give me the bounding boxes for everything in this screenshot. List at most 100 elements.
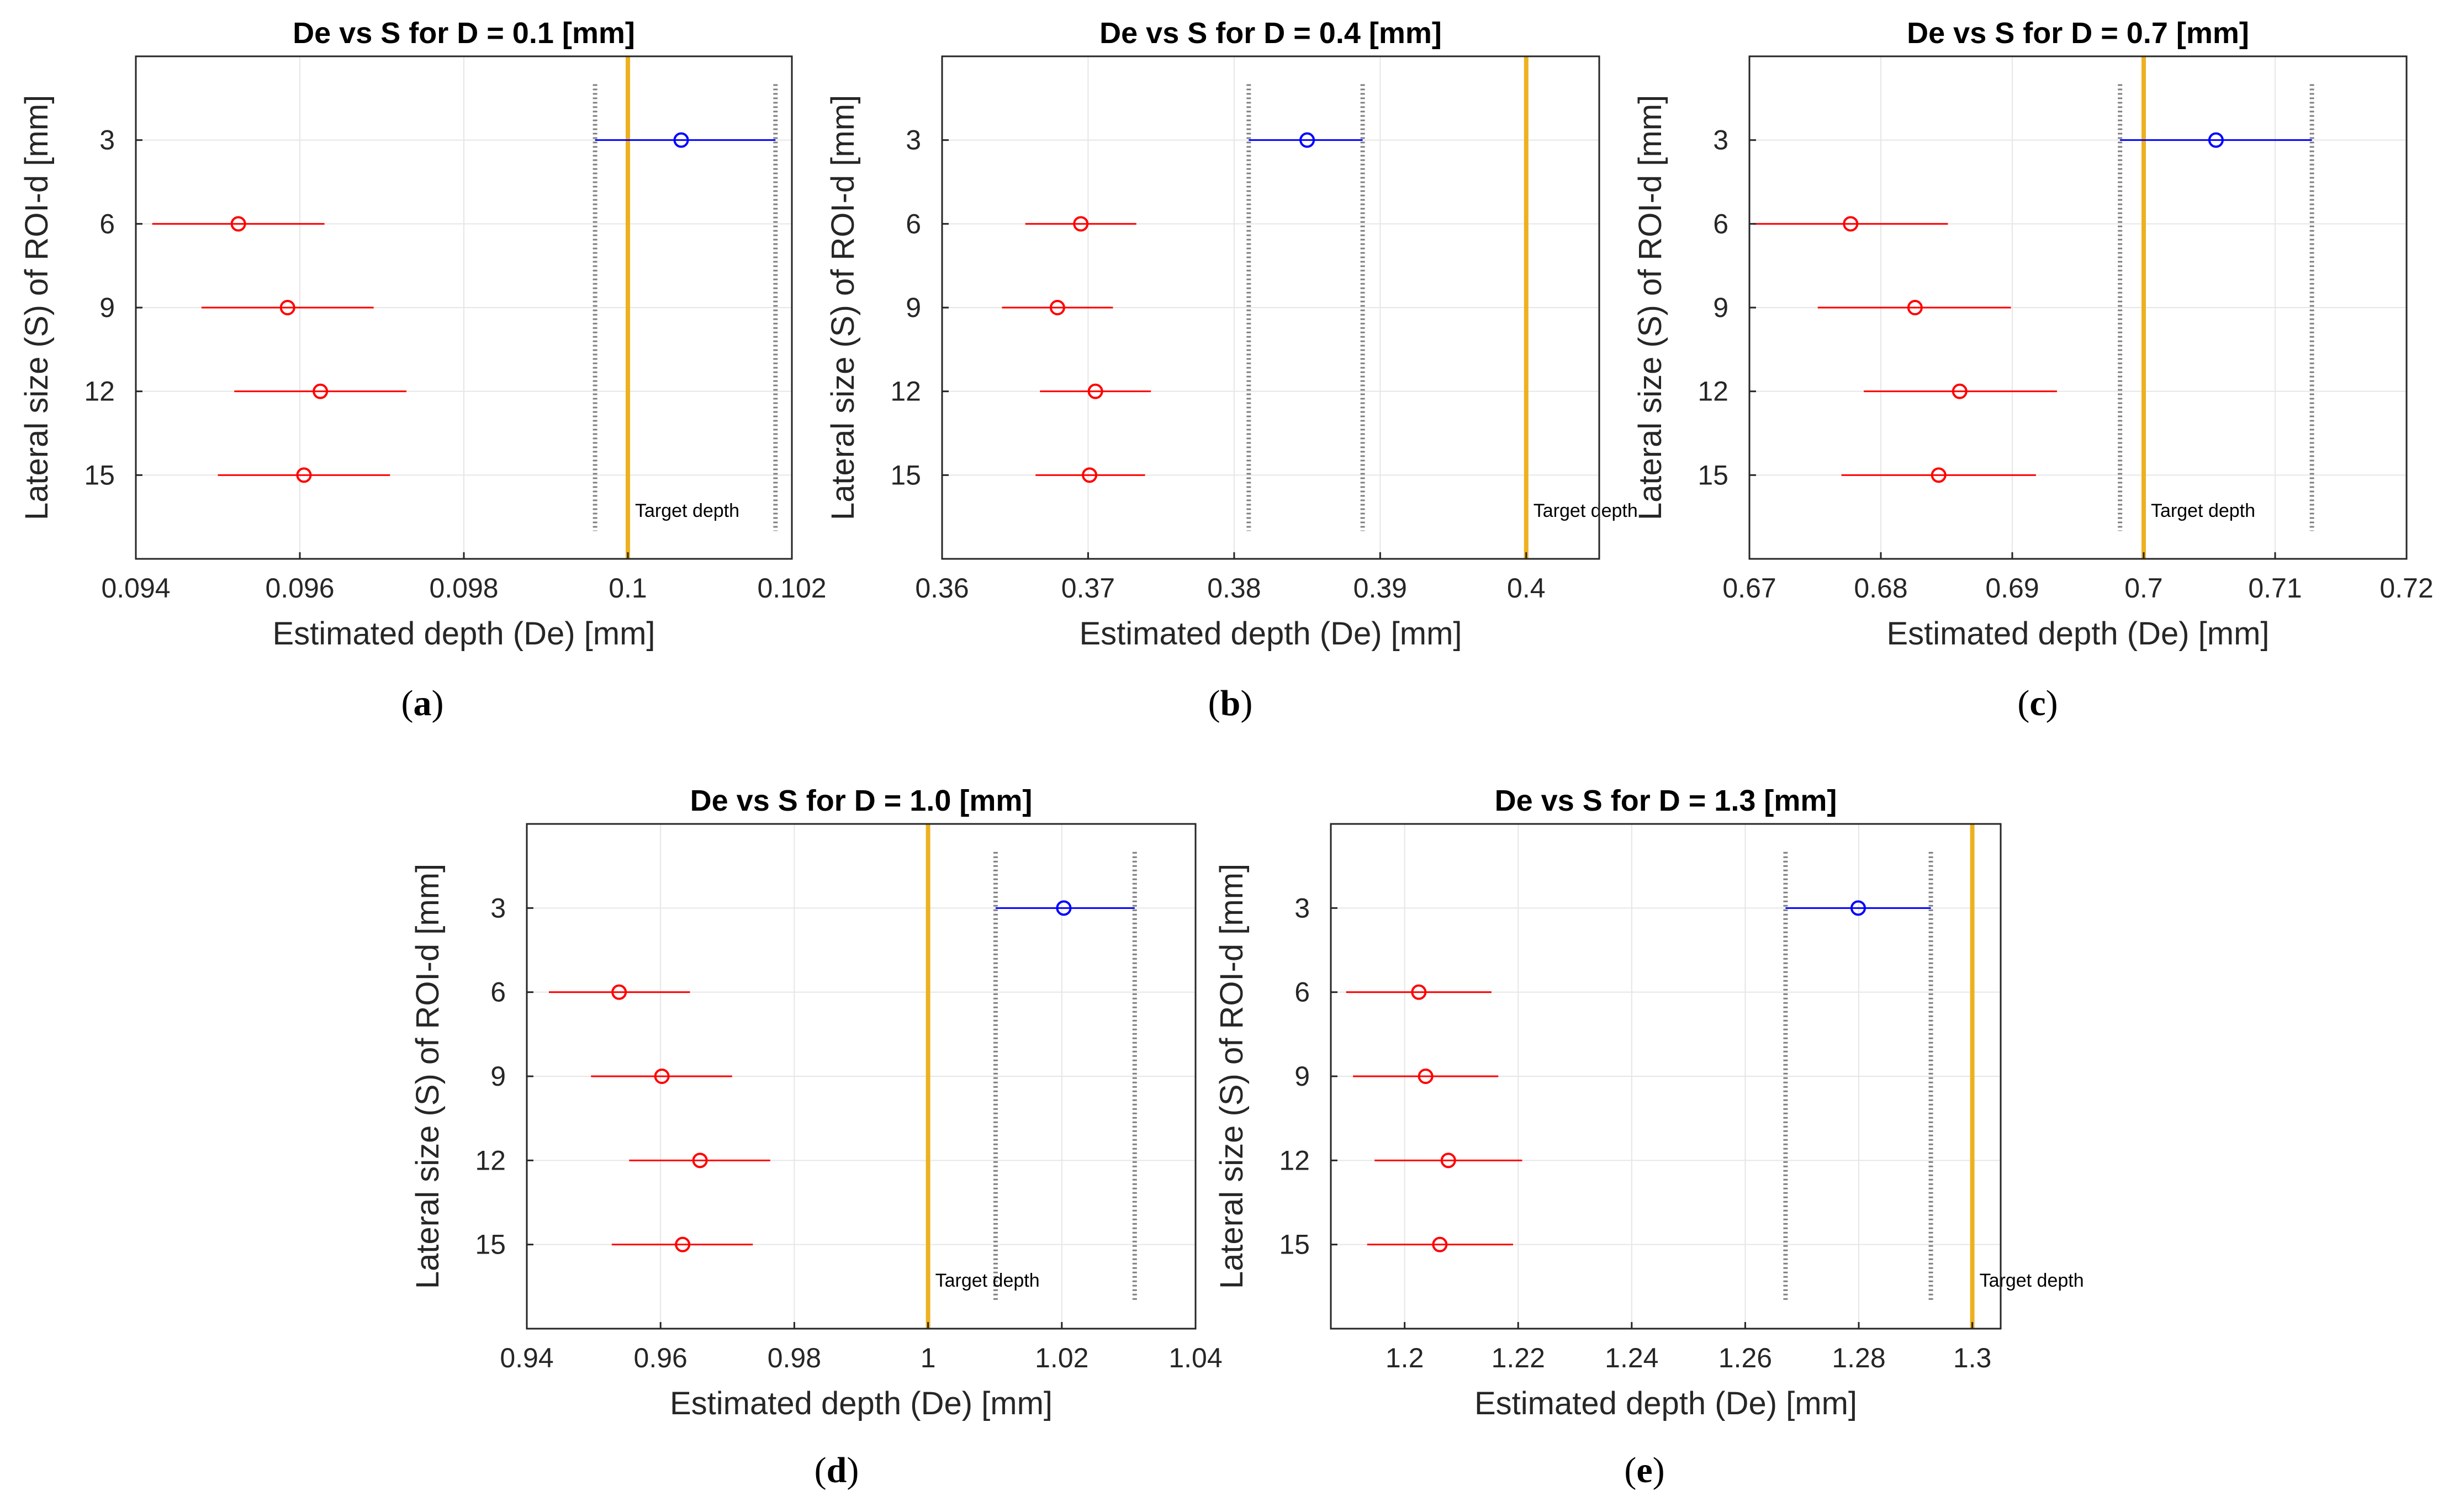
y-tick-label: 9	[1294, 1061, 1310, 1092]
x-tick-label: 1.22	[1492, 1342, 1545, 1373]
x-tick-label: 1.04	[1168, 1342, 1222, 1373]
chart-panel-c: Target depth 0.67 0.68 0.69 0.7 0.71 0.72 3 6 9 12…	[1632, 17, 2434, 723]
chart-title: De vs S for D = 1.0 [mm]	[690, 784, 1033, 817]
x-tick-label: 1.26	[1718, 1342, 1772, 1373]
x-tick-label: 0.7	[2124, 573, 2163, 604]
data-point-s3	[595, 132, 776, 148]
data-point-s9	[1817, 300, 2011, 315]
y-axis-label: Lateral size (S) of ROI-d [mm]	[19, 95, 55, 520]
y-axis-label: Lateral size (S) of ROI-d [mm]	[410, 864, 446, 1289]
chart-panel-a: Target depth 0.094 0.096 0.098 0.1 0.102 3 6 9 12…	[19, 17, 827, 723]
data-marker	[1082, 467, 1098, 483]
x-axis-label: Estimated depth (De) [mm]	[1887, 616, 2270, 652]
data-marker	[1931, 467, 1947, 483]
data-point-s9	[1353, 1069, 1499, 1084]
target-depth-label: Target depth	[1534, 500, 1638, 521]
y-tick-label: 6	[99, 208, 115, 239]
data-marker	[1440, 1152, 1456, 1169]
data-point-s6	[1025, 216, 1136, 232]
data-point-s15	[1035, 467, 1145, 483]
target-depth-label: Target depth	[935, 1270, 1040, 1291]
x-tick-label: 0.94	[500, 1342, 553, 1373]
data-point-s9	[591, 1069, 732, 1084]
panel-caption: (d)	[815, 1450, 859, 1490]
data-point-s12	[1864, 383, 2057, 399]
y-tick-label: 6	[1713, 208, 1728, 239]
data-point-s9	[1002, 300, 1113, 315]
y-tick-label: 9	[1713, 292, 1728, 323]
y-axis-label: Lateral size (S) of ROI-d [mm]	[825, 95, 861, 520]
chart-panel-b: Target depth 0.36 0.37 0.38 0.39 0.4 3 6 9 12 15 De…	[825, 17, 1638, 723]
x-tick-label: 0.71	[2248, 573, 2302, 604]
data-marker	[1418, 1069, 1434, 1084]
x-tick-label: 0.094	[101, 573, 170, 604]
x-tick-label: 0.102	[757, 573, 826, 604]
data-point-s12	[1040, 383, 1151, 399]
y-axis-label: Lateral size (S) of ROI-d [mm]	[1632, 95, 1668, 520]
data-point-s15	[1841, 467, 2036, 483]
y-tick-label: 15	[84, 459, 115, 490]
y-tick-label: 3	[99, 125, 115, 156]
y-tick-label: 15	[890, 459, 921, 490]
y-tick-label: 6	[1294, 977, 1310, 1008]
data-point-s9	[201, 300, 374, 315]
x-tick-label: 1.3	[1953, 1342, 1992, 1373]
y-tick-label: 3	[1294, 892, 1310, 923]
data-marker	[1411, 984, 1427, 1000]
target-depth-label: Target depth	[2151, 500, 2255, 521]
chart-title: De vs S for D = 0.7 [mm]	[1907, 17, 2249, 50]
data-marker	[1850, 900, 1866, 916]
y-tick-label: 12	[890, 376, 921, 407]
data-marker	[2208, 132, 2224, 148]
data-point-s3	[995, 900, 1135, 916]
data-point-s3	[2120, 132, 2312, 148]
y-tick-label: 15	[1279, 1229, 1310, 1260]
data-point-s6	[1753, 216, 1948, 232]
y-tick-label: 3	[906, 125, 921, 156]
data-point-s6	[548, 984, 690, 1000]
x-tick-label: 1.02	[1035, 1342, 1088, 1373]
data-marker	[692, 1152, 708, 1169]
y-tick-label: 12	[84, 376, 115, 407]
x-tick-label: 0.98	[768, 1342, 821, 1373]
data-marker	[1952, 383, 1968, 399]
data-point-s3	[1249, 132, 1363, 148]
y-tick-label: 9	[906, 292, 921, 323]
data-marker	[1049, 300, 1065, 315]
y-tick-label: 6	[906, 208, 921, 239]
y-tick-label: 12	[475, 1145, 506, 1176]
data-point-s12	[629, 1152, 770, 1169]
data-marker	[673, 132, 689, 148]
y-tick-label: 3	[1713, 125, 1728, 156]
y-tick-label: 15	[475, 1229, 506, 1260]
data-marker	[1056, 900, 1072, 916]
chart-panel-d: Target depth 0.94 0.96 0.98 1 1.02 1.04 3 6 9 12 15…	[410, 784, 1223, 1490]
x-tick-label: 0.098	[429, 573, 498, 604]
chart-title: De vs S for D = 0.4 [mm]	[1099, 17, 1442, 50]
target-depth-label: Target depth	[1980, 1270, 2084, 1291]
data-point-s15	[218, 467, 390, 483]
data-point-s12	[234, 383, 407, 399]
chart-title: De vs S for D = 0.1 [mm]	[293, 17, 635, 50]
data-marker	[230, 216, 246, 232]
data-point-s12	[1374, 1152, 1522, 1169]
data-marker	[279, 300, 295, 315]
x-tick-label: 1.24	[1605, 1342, 1658, 1373]
data-marker	[675, 1236, 691, 1252]
chart-panel-e: Target depth 1.2 1.22 1.24 1.26 1.28 1.3 3 6 9 12 1…	[1214, 784, 2084, 1490]
y-tick-label: 3	[490, 892, 506, 923]
y-tick-label: 15	[1698, 459, 1728, 490]
chart-title: De vs S for D = 1.3 [mm]	[1495, 784, 1837, 817]
data-point-s3	[1785, 900, 1931, 916]
y-axis-label: Lateral size (S) of ROI-d [mm]	[1214, 864, 1250, 1289]
data-marker	[1073, 216, 1089, 232]
x-tick-label: 1.2	[1386, 1342, 1424, 1373]
y-tick-label: 6	[490, 977, 506, 1008]
panel-caption: (b)	[1208, 683, 1253, 723]
data-marker	[313, 383, 329, 399]
x-tick-label: 0.4	[1507, 573, 1546, 604]
x-tick-label: 0.69	[1985, 573, 2039, 604]
x-tick-label: 1.28	[1832, 1342, 1885, 1373]
y-tick-label: 9	[490, 1061, 506, 1092]
